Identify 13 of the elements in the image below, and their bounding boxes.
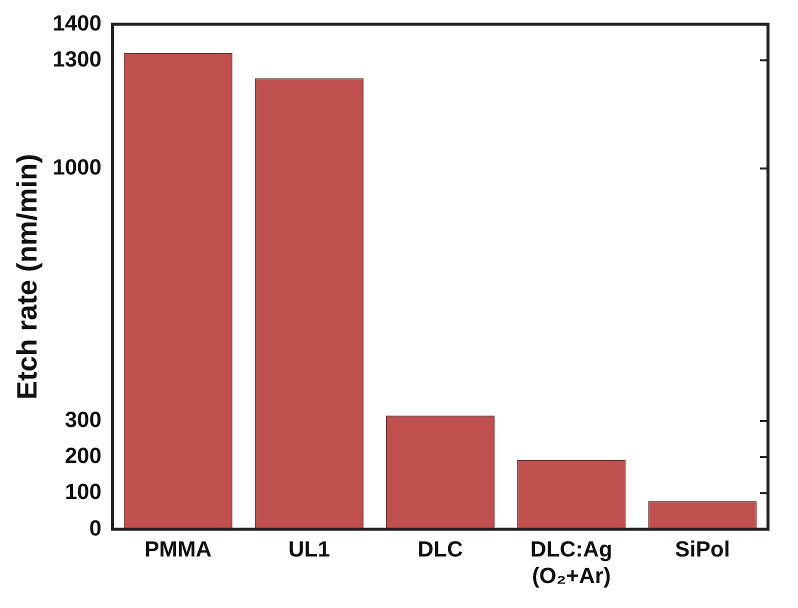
x-tick-label: UL1 [288, 536, 330, 562]
y-tick-label: 1300 [52, 46, 102, 72]
y-tick-label: 1400 [52, 10, 102, 36]
y-tick-label: 200 [64, 443, 102, 468]
y-tick-label: 1000 [52, 154, 102, 180]
y-tick-label: 300 [64, 407, 102, 432]
x-tick-label: SiPol [674, 536, 730, 562]
y-tick-label: 0 [89, 515, 102, 540]
x-tick-label: PMMA [144, 536, 212, 562]
x-tick-label: DLC:Ag (O₂+Ar) [530, 536, 612, 588]
x-tick-label: DLC [418, 536, 463, 562]
y-tick-label: 100 [64, 479, 102, 504]
y-axis-title: Etch rate (nm/min) [12, 154, 43, 400]
